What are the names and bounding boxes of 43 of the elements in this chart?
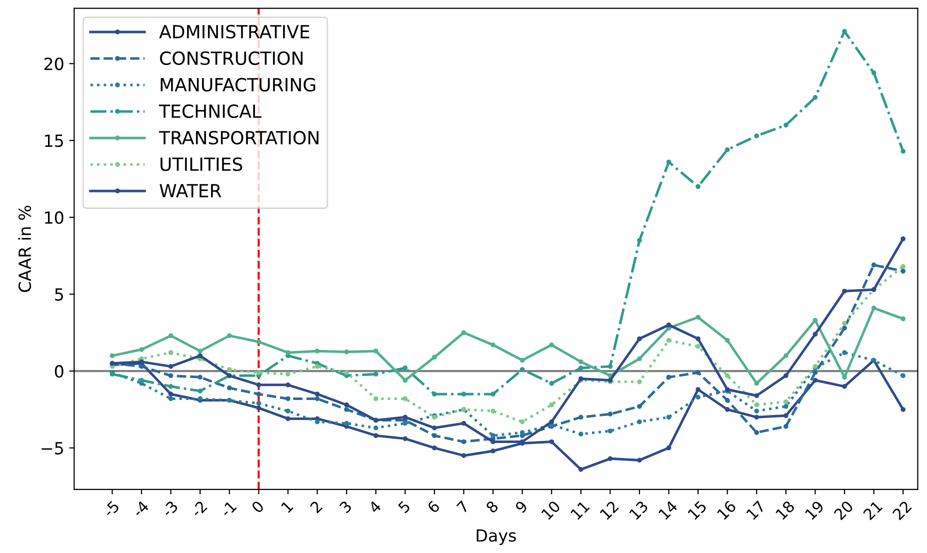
legend-label: TRANSPORTATION [158,130,318,145]
x-tick-label: 10 [540,500,561,520]
x-tick-label: 2 [310,500,323,514]
y-tick-label: −5 [42,442,63,454]
x-tick-label: 20 [833,500,854,520]
x-tick-label: 3 [338,500,352,514]
x-tick-label: 4 [368,500,382,514]
legend-label: TECHNICAL [158,104,262,118]
x-tick-label: 6 [426,500,440,514]
y-tick-label: 20 [44,58,64,70]
x-tick-label: 1 [280,500,294,514]
legend-label: ADMINISTRATIVE [159,24,310,39]
legend-label: UTILITIES [160,157,242,172]
x-tick-label: 21 [862,500,883,520]
x-tick-label: 17 [746,500,766,520]
x-tick-label: -2 [190,500,208,518]
y-tick-label: 10 [45,211,64,224]
legend-label: MANUFACTURING [160,78,316,92]
x-tick-label: 15 [687,500,708,520]
x-tick-label: 22 [892,500,912,520]
x-tick-label: 5 [398,500,411,514]
x-tick-label: 18 [775,500,796,520]
x-tick-label: 7 [456,500,470,514]
x-tick-label: 13 [628,500,649,520]
x-tick-label: 14 [658,500,678,520]
x-tick-label: 19 [804,500,824,520]
x-tick-label: 11 [570,500,590,520]
legend-label: CONSTRUCTION [160,51,303,66]
x-tick-label: 8 [485,500,499,514]
x-tick-label: 12 [599,500,619,520]
y-axis-title: CAAR in % [18,206,32,292]
x-tick-label: -3 [160,500,178,518]
legend-label: WATER [160,184,222,198]
x-tick-label: 9 [514,500,528,514]
x-tick-label: -4 [132,500,150,518]
x-tick-label: 16 [716,500,737,520]
y-tick-label: 5 [55,288,63,301]
x-tick-label: 0 [250,500,265,514]
y-tick-label: 0 [54,365,64,378]
x-tick-label: -1 [220,500,237,518]
x-axis-title: Days [476,529,516,546]
y-tick-label: 15 [45,134,63,148]
x-tick-label: -5 [102,500,120,518]
